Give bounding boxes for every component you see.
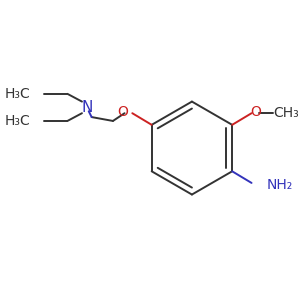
Text: H₃C: H₃C (5, 87, 31, 101)
Text: O: O (118, 105, 128, 119)
Text: H₃C: H₃C (5, 114, 31, 128)
Text: NH₂: NH₂ (267, 178, 293, 192)
Text: O: O (250, 105, 261, 119)
Text: N: N (81, 100, 92, 115)
Text: CH₃: CH₃ (274, 106, 299, 120)
